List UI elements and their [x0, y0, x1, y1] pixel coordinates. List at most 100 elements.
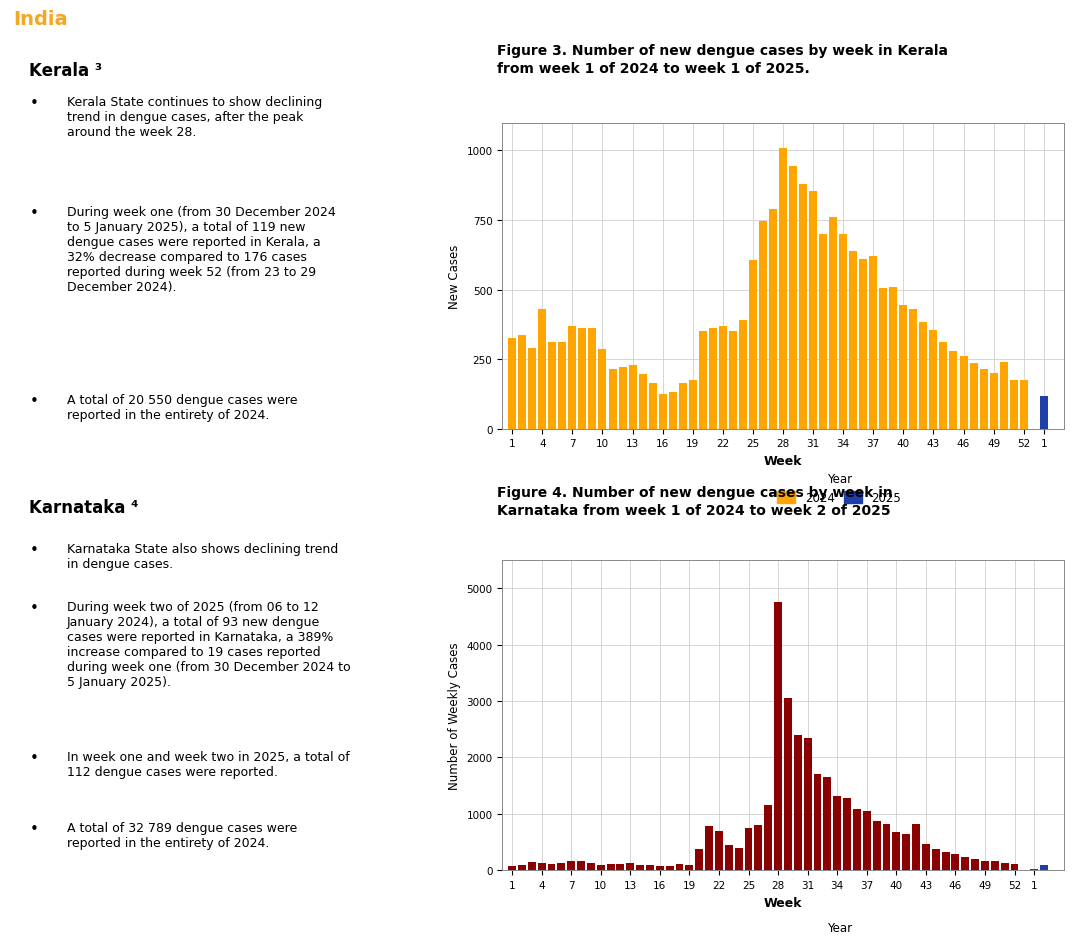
Bar: [1000, 362, 1008, 429]
Bar: [981, 861, 989, 870]
Y-axis label: Number of Weekly Cases: Number of Weekly Cases: [448, 641, 461, 789]
Bar: [579, 329, 586, 429]
Bar: [567, 861, 576, 870]
Bar: [839, 235, 847, 429]
Bar: [708, 329, 717, 429]
Bar: [813, 775, 822, 870]
Bar: [617, 864, 624, 870]
Bar: [577, 861, 585, 870]
Bar: [971, 859, 980, 870]
Y-axis label: New Cases: New Cases: [448, 244, 461, 309]
Bar: [784, 698, 792, 870]
Bar: [518, 865, 526, 870]
Bar: [932, 849, 940, 870]
Text: Kerala ³: Kerala ³: [29, 62, 103, 80]
Bar: [589, 329, 596, 429]
Bar: [1001, 863, 1009, 870]
Bar: [538, 310, 546, 429]
Text: •: •: [29, 600, 38, 615]
Bar: [686, 865, 693, 870]
Bar: [951, 855, 959, 870]
Bar: [942, 853, 949, 870]
Bar: [549, 343, 556, 429]
Text: Figure 4. Number of new dengue cases by week in
Karnataka from week 1 of 2024 to: Figure 4. Number of new dengue cases by …: [497, 485, 893, 518]
X-axis label: Week: Week: [764, 896, 802, 909]
Bar: [959, 357, 968, 429]
Bar: [759, 222, 767, 429]
Text: Figure 3. Number of new dengue cases by week in Kerala
from week 1 of 2024 to we: Figure 3. Number of new dengue cases by …: [497, 44, 948, 77]
Bar: [804, 738, 811, 870]
Bar: [892, 832, 901, 870]
Bar: [626, 863, 634, 870]
Text: •: •: [29, 543, 38, 558]
Bar: [548, 864, 555, 870]
Bar: [528, 348, 537, 429]
Text: During week two of 2025 (from 06 to 12
January 2024), a total of 93 new dengue
c: During week two of 2025 (from 06 to 12 J…: [67, 600, 350, 688]
Bar: [676, 864, 684, 870]
Bar: [557, 863, 565, 870]
Bar: [597, 866, 605, 870]
Bar: [930, 330, 937, 429]
X-axis label: Week: Week: [764, 454, 802, 467]
Bar: [849, 252, 858, 429]
Bar: [638, 375, 647, 429]
Bar: [649, 384, 657, 429]
Text: •: •: [29, 393, 38, 408]
Bar: [1010, 381, 1017, 429]
Bar: [774, 603, 782, 870]
Bar: [608, 370, 617, 429]
Bar: [990, 861, 999, 870]
Bar: [823, 778, 832, 870]
Legend: 2024, 2025: 2024, 2025: [773, 916, 905, 936]
Bar: [729, 332, 737, 429]
Bar: [586, 863, 595, 870]
Bar: [689, 381, 697, 429]
Bar: [669, 393, 677, 429]
Bar: [1011, 864, 1018, 870]
Bar: [538, 863, 545, 870]
Text: A total of 20 550 dengue cases were
reported in the entirety of 2024.: A total of 20 550 dengue cases were repo…: [67, 393, 297, 421]
Bar: [834, 797, 841, 870]
Legend: 2024, 2025: 2024, 2025: [773, 467, 905, 509]
Bar: [919, 322, 928, 429]
Bar: [913, 825, 920, 870]
Bar: [636, 865, 644, 870]
Bar: [961, 857, 969, 870]
Bar: [794, 735, 801, 870]
Bar: [889, 287, 897, 429]
Bar: [829, 218, 837, 429]
Bar: [678, 384, 687, 429]
Bar: [744, 828, 753, 870]
Bar: [940, 343, 947, 429]
Bar: [748, 261, 757, 429]
Bar: [769, 210, 777, 429]
Bar: [765, 806, 772, 870]
Bar: [869, 256, 877, 429]
Bar: [902, 834, 910, 870]
Bar: [882, 825, 890, 870]
Bar: [873, 822, 880, 870]
Bar: [1020, 380, 1028, 429]
Bar: [980, 370, 987, 429]
Bar: [719, 327, 727, 429]
Bar: [619, 368, 626, 429]
Bar: [860, 259, 867, 429]
Bar: [607, 864, 615, 870]
Text: •: •: [29, 750, 38, 765]
Text: •: •: [29, 96, 38, 111]
Text: •: •: [29, 206, 38, 221]
Bar: [734, 848, 743, 870]
Bar: [863, 811, 870, 870]
Bar: [629, 365, 636, 429]
Bar: [799, 184, 807, 429]
Bar: [699, 332, 706, 429]
Bar: [509, 339, 516, 429]
Bar: [646, 865, 653, 870]
Bar: [696, 849, 703, 870]
Bar: [659, 394, 666, 429]
Bar: [843, 798, 851, 870]
Bar: [900, 305, 907, 429]
Bar: [809, 192, 818, 429]
Bar: [656, 866, 664, 870]
Bar: [909, 310, 917, 429]
